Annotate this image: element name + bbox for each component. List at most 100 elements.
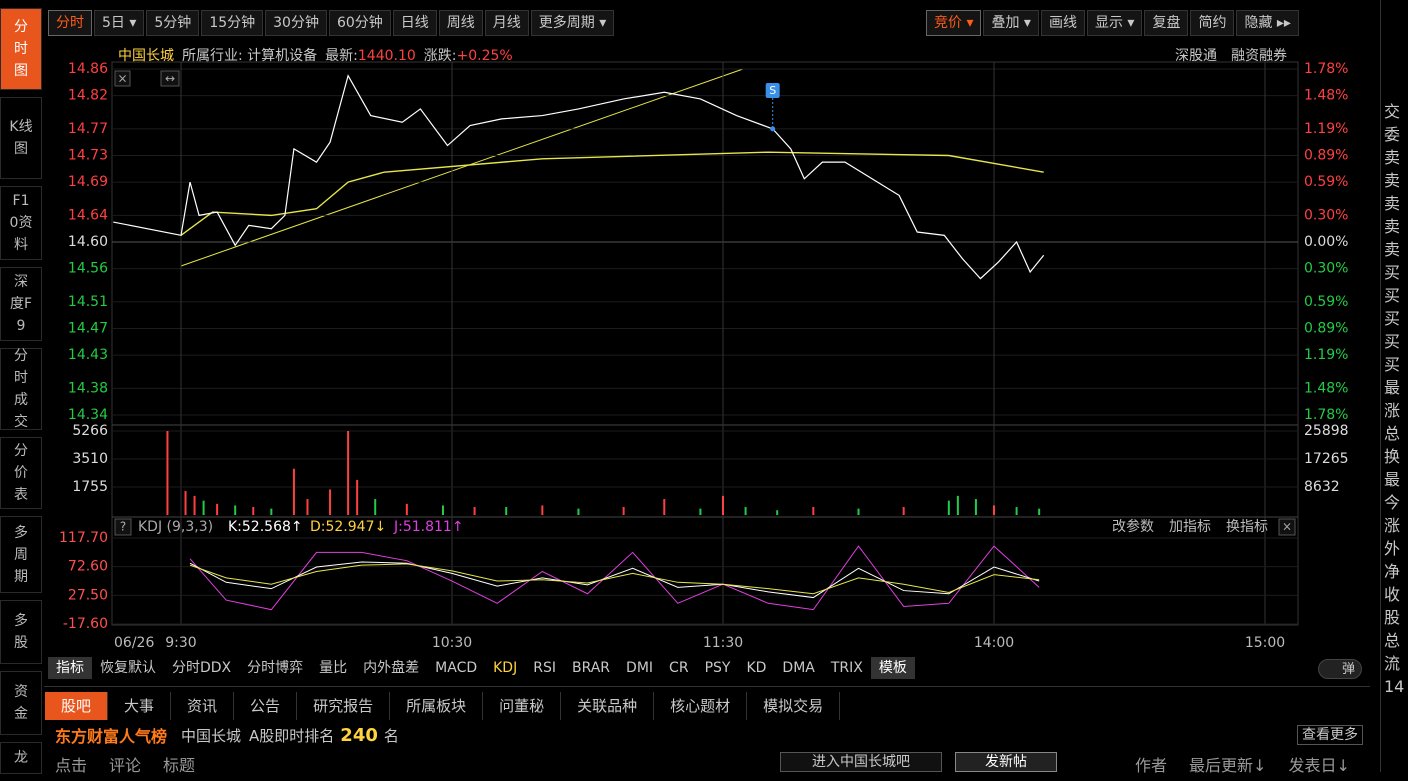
period-button[interactable]: 60分钟 (328, 10, 391, 36)
period-button[interactable]: 15分钟 (201, 10, 264, 36)
period-button[interactable]: 月线 (484, 10, 529, 36)
kdj-d-line (189, 563, 1040, 595)
indicator-tab[interactable]: DMI (626, 660, 654, 676)
sidebar-tab[interactable]: 分价表 (0, 437, 42, 509)
help-icon[interactable] (114, 518, 132, 536)
volume-right-label: 25898 (1304, 423, 1349, 439)
kdj-button[interactable]: 加指标 (1169, 519, 1211, 535)
volume-bar (744, 507, 747, 515)
more-button[interactable]: 查看更多 (1297, 725, 1363, 745)
tool-button[interactable]: 叠加 ▾ (983, 10, 1039, 36)
volume-bar (663, 499, 666, 515)
close-glyph: × (117, 72, 127, 86)
period-button[interactable]: 周线 (438, 10, 483, 36)
quote-label: 外 (1384, 539, 1401, 558)
indicator-tab[interactable]: CR (669, 660, 689, 676)
pct-tick-label: 1.19% (1304, 121, 1348, 137)
info-tab[interactable]: 研究报告 (297, 692, 391, 720)
sort-header[interactable]: 作者 (1135, 756, 1168, 775)
tool-button[interactable]: 隐藏 ▸▸ (1236, 10, 1299, 36)
indicator-tab[interactable]: KDJ (493, 660, 518, 676)
quote-label: 买 (1384, 355, 1401, 374)
volume-bar (993, 505, 995, 515)
quote-label: 今 (1384, 493, 1401, 512)
close-icon[interactable] (1278, 518, 1296, 536)
period-button[interactable]: 日线 (392, 10, 437, 36)
indicator-tab[interactable]: DMA (782, 660, 815, 676)
indicator-tab[interactable]: 模板 (870, 657, 915, 679)
indicator-tab[interactable]: PSY (704, 660, 731, 676)
sidebar-tab[interactable]: 多周期 (0, 516, 42, 593)
close-icon[interactable] (114, 70, 131, 87)
enter-forum-button[interactable]: 进入中国长城吧 (780, 752, 942, 772)
indicator-tab[interactable]: KD (746, 660, 767, 676)
post-button[interactable]: 发新帖 (955, 752, 1057, 772)
sidebar-tab[interactable]: 龙 (0, 742, 42, 774)
sidebar-tab[interactable]: K线图 (0, 97, 42, 179)
sidebar-tab[interactable]: 分时成交 (0, 348, 42, 430)
kdj-button[interactable]: 换指标 (1226, 518, 1268, 535)
pct-tick-label: 1.78% (1304, 61, 1348, 77)
info-tab[interactable]: 关联品种 (561, 692, 655, 720)
period-button[interactable]: 分时 (48, 10, 92, 36)
kdj-tick-label: 117.70 (59, 530, 108, 546)
indicator-tab[interactable]: 内外盘差 (363, 660, 420, 676)
period-button[interactable]: 5日 ▾ (94, 10, 145, 36)
sort-header[interactable]: 最后更新↓ (1189, 756, 1267, 775)
info-tab[interactable]: 大事 (108, 692, 172, 720)
divider (44, 686, 1370, 687)
info-tab[interactable]: 模拟交易 (747, 692, 841, 720)
sidebar-tab[interactable]: 多股 (0, 600, 42, 664)
volume-bar (347, 431, 350, 515)
sidebar-tab[interactable]: 资金 (0, 671, 42, 735)
volume-tick-label: 3510 (72, 451, 108, 467)
kdj-button[interactable]: 改参数 (1112, 518, 1154, 535)
info-tab[interactable]: 股吧 (45, 692, 109, 720)
tool-button[interactable]: 显示 ▾ (1086, 10, 1143, 36)
volume-tick-label: 1755 (72, 479, 108, 495)
expand-icon[interactable] (160, 70, 180, 87)
period-button[interactable]: 30分钟 (265, 10, 327, 36)
indicator-tab[interactable]: 指标 (48, 657, 92, 679)
popup-toggle[interactable]: 弹 (1318, 659, 1362, 679)
tool-button[interactable]: 画线 (1040, 10, 1085, 36)
tool-button[interactable]: 竞价 ▾ (926, 10, 982, 36)
indicator-tab[interactable]: 分时博弈 (247, 660, 304, 676)
ranking-value: 240 (340, 724, 378, 746)
info-tab[interactable]: 问董秘 (483, 692, 562, 720)
sidebar-label: 分时成交 (14, 348, 28, 430)
pct-tick-label: 0.30% (1304, 207, 1348, 223)
period-button[interactable]: 5分钟 (146, 10, 200, 36)
column-header: 标题 (163, 756, 196, 775)
info-tab[interactable]: 所属板块 (390, 692, 484, 720)
sidebar-tab[interactable]: F10资料 (0, 186, 42, 260)
kdj-k: K:52.568↑ (228, 519, 303, 535)
tool-button[interactable]: 简约 (1190, 10, 1235, 36)
indicator-tab[interactable]: 量比 (319, 660, 348, 676)
time-tick-label: 14:00 (974, 635, 1014, 651)
indicator-tab[interactable]: 分时DDX (172, 660, 232, 676)
indicator-tab[interactable]: BRAR (571, 660, 611, 676)
pct-tick-label: 0.89% (1304, 148, 1348, 164)
trend-line[interactable] (180, 68, 744, 267)
tool-button[interactable]: 复盘 (1144, 10, 1189, 36)
quote-label: 涨 (1384, 516, 1401, 535)
info-tab[interactable]: 资讯 (171, 692, 235, 720)
volume-bar (857, 508, 860, 515)
sort-header[interactable]: 发表日↓ (1288, 756, 1350, 775)
ranking-row: 东方财富人气榜 中国长城 A股即时排名 240 名 (55, 723, 399, 747)
signal-badge[interactable] (765, 83, 780, 98)
period-button[interactable]: 更多周期 ▾ (530, 10, 615, 36)
stock-tag[interactable]: 融资融券 (1231, 48, 1287, 64)
industry: 所属行业: 计算机设备 (182, 48, 318, 64)
indicator-tab[interactable]: RSI (533, 660, 556, 676)
sidebar-tab[interactable]: 分时图 (0, 8, 42, 90)
info-tab[interactable]: 公告 (234, 692, 298, 720)
indicator-tab[interactable]: TRIX (830, 660, 863, 676)
stock-tag[interactable]: 深股通 (1175, 48, 1217, 64)
info-tab[interactable]: 核心题材 (654, 692, 748, 720)
sidebar-tab[interactable]: 深度F9 (0, 267, 42, 341)
indicator-tab[interactable]: MACD (435, 660, 478, 676)
kdj-j: J:51.811↑ (393, 519, 464, 535)
indicator-tab[interactable]: 恢复默认 (100, 660, 156, 676)
